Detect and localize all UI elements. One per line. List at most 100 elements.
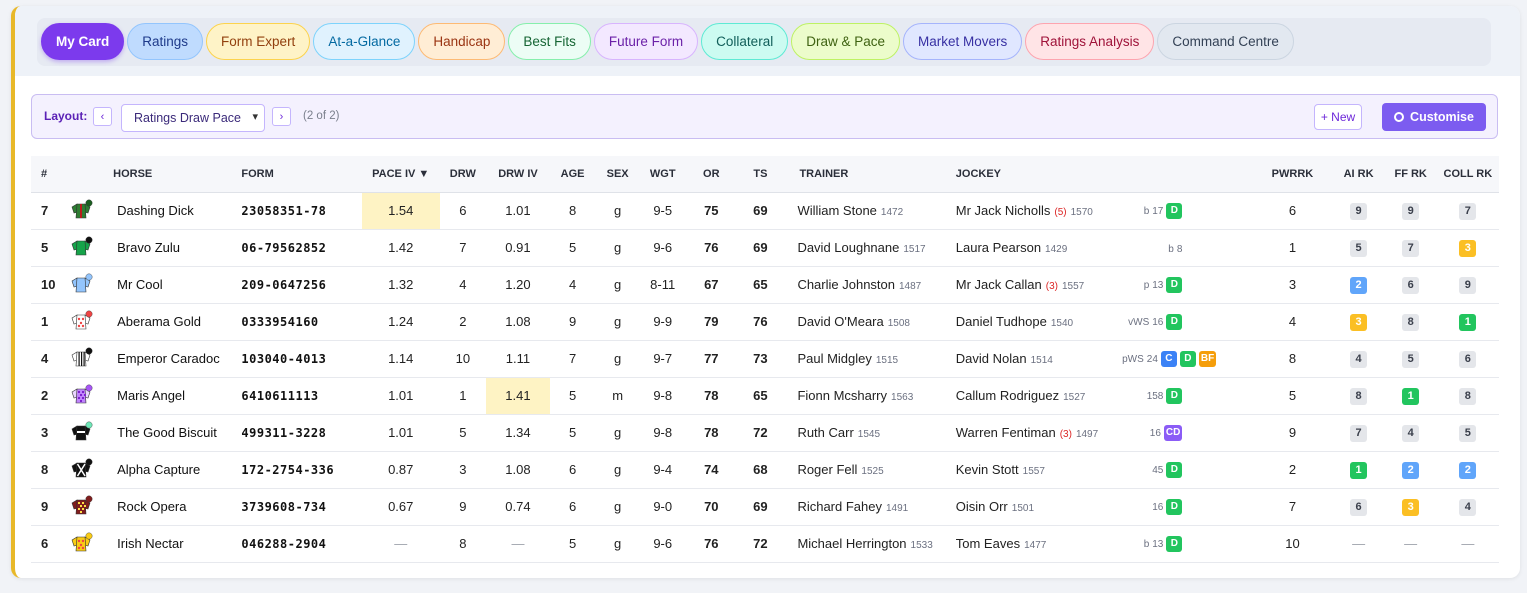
jockey-name[interactable]: Laura Pearson — [955, 240, 1042, 255]
horse-name[interactable]: Bravo Zulu — [117, 240, 180, 255]
jockey-rating: 1557 — [1061, 281, 1085, 292]
trainer-cell[interactable]: Fionn Mcsharry 1563 — [783, 377, 949, 414]
horse-name[interactable]: Emperor Caradoc — [117, 351, 220, 366]
table-row[interactable]: 9 Rock Opera 3739608-734 0.67 9 0.74 6 g 9-0 70 69… — [31, 488, 1499, 525]
jockey-cell[interactable]: David Nolan 1514 — [950, 340, 1122, 377]
trainer-name[interactable]: William Stone — [797, 203, 877, 218]
tab-market-movers[interactable]: Market Movers — [902, 23, 1023, 60]
jockey-cell[interactable]: Warren Fentiman (3) 1497 — [950, 414, 1122, 451]
horse-name[interactable]: Rock Opera — [117, 499, 187, 514]
tab-collateral[interactable]: Collateral — [701, 23, 789, 60]
jockey-name[interactable]: Tom Eaves — [955, 536, 1021, 551]
jockey-cell[interactable]: Mr Jack Nicholls (5) 1570 — [950, 192, 1122, 229]
tab-form-expert[interactable]: Form Expert — [206, 23, 311, 60]
jockey-name[interactable]: Kevin Stott — [955, 462, 1019, 477]
trainer-name[interactable]: Michael Herrington — [797, 536, 907, 551]
trainer-cell[interactable]: Ruth Carr 1545 — [783, 414, 949, 451]
draw-iv: 1.20 — [505, 277, 531, 292]
trainer-name[interactable]: Richard Fahey — [797, 499, 882, 514]
horse-name[interactable]: Alpha Capture — [117, 462, 201, 477]
jockey-cell[interactable]: Tom Eaves 1477 — [950, 525, 1122, 562]
ff-rank-cell: 9 — [1385, 192, 1437, 229]
jockey-name[interactable]: Mr Jack Callan — [955, 277, 1042, 292]
horse-name[interactable]: The Good Biscuit — [117, 425, 217, 440]
equipment-code: b — [1143, 205, 1150, 217]
official-rating: 76 — [704, 240, 719, 255]
jockey-cell[interactable]: Callum Rodriguez 1527 — [950, 377, 1122, 414]
ai-rank-cell: 1 — [1333, 451, 1385, 488]
trainer-rating: 1491 — [885, 503, 909, 514]
trainer-cell[interactable]: David Loughnane 1517 — [783, 229, 949, 266]
table-row[interactable]: 6 Irish Nectar 046288-2904 — 8 — 5 g 9-6 76 72 Mich… — [31, 525, 1499, 562]
table-row[interactable]: 8 Alpha Capture 172-2754-336 0.87 3 1.08 6 g 9-4… — [31, 451, 1499, 488]
table-row[interactable]: 2 Maris Angel 6410611113 1.01 1 1.41 5 m 9-8 78 65… — [31, 377, 1499, 414]
table-row[interactable]: 5 Bravo Zulu 06-79562852 1.42 7 0.91 5 g 9-6 76 69… — [31, 229, 1499, 266]
trainer-name[interactable]: Roger Fell — [797, 462, 858, 477]
tab-handicap[interactable]: Handicap — [418, 23, 506, 60]
horse-name[interactable]: Dashing Dick — [117, 203, 194, 218]
tab-best-fits[interactable]: Best Fits — [508, 23, 591, 60]
layout-select[interactable]: Ratings Draw Pace ▾ — [121, 104, 265, 132]
customise-button[interactable]: Customise — [1382, 103, 1486, 131]
trainer-name[interactable]: David O'Meara — [797, 314, 884, 329]
layout-next-button[interactable]: › — [272, 107, 291, 126]
tab-ratings-analysis[interactable]: Ratings Analysis — [1025, 23, 1155, 60]
ff-rank: 6 — [1402, 276, 1420, 294]
jockey-name[interactable]: Daniel Tudhope — [955, 314, 1047, 329]
trainer-name[interactable]: Charlie Johnston — [797, 277, 895, 292]
jockey-name[interactable]: Callum Rodriguez — [955, 388, 1060, 403]
equipment-code: b — [1143, 538, 1150, 550]
tab-draw-pace[interactable]: Draw & Pace — [791, 23, 900, 60]
jockey-name[interactable]: Oisin Orr — [955, 499, 1008, 514]
topspeed: 68 — [753, 462, 768, 477]
horse-name[interactable]: Aberama Gold — [117, 314, 201, 329]
new-layout-button[interactable]: + New — [1314, 104, 1362, 130]
pace-iv: 0.67 — [388, 499, 414, 514]
column-header: AI RK — [1332, 156, 1385, 193]
trainer-cell[interactable]: Charlie Johnston 1487 — [783, 266, 949, 303]
table-row[interactable]: 4 Emperor Caradoc 103040-4013 1.14 10 1.11 7 g 9… — [31, 340, 1499, 377]
layout-prev-button[interactable]: ‹ — [93, 107, 112, 126]
ai-rank-cell: 4 — [1333, 340, 1385, 377]
jockey-name[interactable]: Warren Fentiman — [955, 425, 1056, 440]
jockey-cell[interactable]: Kevin Stott 1557 — [950, 451, 1122, 488]
trainer-cell[interactable]: Roger Fell 1525 — [783, 451, 949, 488]
column-header: HORSE — [103, 156, 242, 193]
jockey-cell[interactable]: Daniel Tudhope 1540 — [950, 303, 1122, 340]
trainer-name[interactable]: Ruth Carr — [797, 425, 854, 440]
column-header: PACE IV ▼ — [361, 156, 440, 193]
trainer-cell[interactable]: William Stone 1472 — [783, 192, 949, 229]
table-row[interactable]: 7 Dashing Dick 23058351-78 1.54 6 1.01 8 g 9-5 75… — [31, 192, 1499, 229]
table-row[interactable]: 1 Aberama Gold 0333954160 1.24 2 1.08 9 g 9-9 79 7… — [31, 303, 1499, 340]
column-header: JOCKEY — [949, 156, 1123, 193]
horse-name[interactable]: Irish Nectar — [117, 536, 184, 551]
trainer-cell[interactable]: Paul Midgley 1515 — [783, 340, 949, 377]
trainer-name[interactable]: David Loughnane — [797, 240, 900, 255]
form-figures: 06-79562852 — [241, 240, 327, 255]
trainer-cell[interactable]: David O'Meara 1508 — [783, 303, 949, 340]
jockey-cell[interactable]: Laura Pearson 1429 — [950, 229, 1122, 266]
draw-iv: 1.11 — [505, 351, 531, 366]
tab-future-form[interactable]: Future Form — [593, 23, 699, 60]
jockey-cell[interactable]: Mr Jack Callan (3) 1557 — [950, 266, 1122, 303]
jockey-cell[interactable]: Oisin Orr 1501 — [950, 488, 1122, 525]
topspeed: 72 — [753, 536, 768, 551]
jockey-name[interactable]: Mr Jack Nicholls — [955, 203, 1051, 218]
trainer-name[interactable]: Paul Midgley — [797, 351, 872, 366]
trainer-cell[interactable]: Michael Herrington 1533 — [783, 525, 949, 562]
jockey-name[interactable]: David Nolan — [955, 351, 1027, 366]
tab-at-a-glance[interactable]: At-a-Glance — [313, 23, 416, 60]
ff-rank: 4 — [1402, 424, 1420, 442]
tab-command-centre[interactable]: Command Centre — [1157, 23, 1294, 60]
horse-name[interactable]: Mr Cool — [117, 277, 163, 292]
table-row[interactable]: 3 The Good Biscuit 499311-3228 1.01 5 1.34 5 g 9… — [31, 414, 1499, 451]
age: 8 — [568, 203, 577, 218]
tab-ratings[interactable]: Ratings — [127, 23, 204, 60]
topspeed: 65 — [753, 277, 768, 292]
tab-my-card[interactable]: My Card — [41, 23, 125, 60]
table-row[interactable]: 10 Mr Cool 209-0647256 1.32 4 1.20 4 g 8-11 67 65 C… — [31, 266, 1499, 303]
trainer-rating: 1545 — [857, 429, 881, 440]
trainer-cell[interactable]: Richard Fahey 1491 — [783, 488, 949, 525]
trainer-name[interactable]: Fionn Mcsharry — [797, 388, 888, 403]
horse-name[interactable]: Maris Angel — [117, 388, 186, 403]
